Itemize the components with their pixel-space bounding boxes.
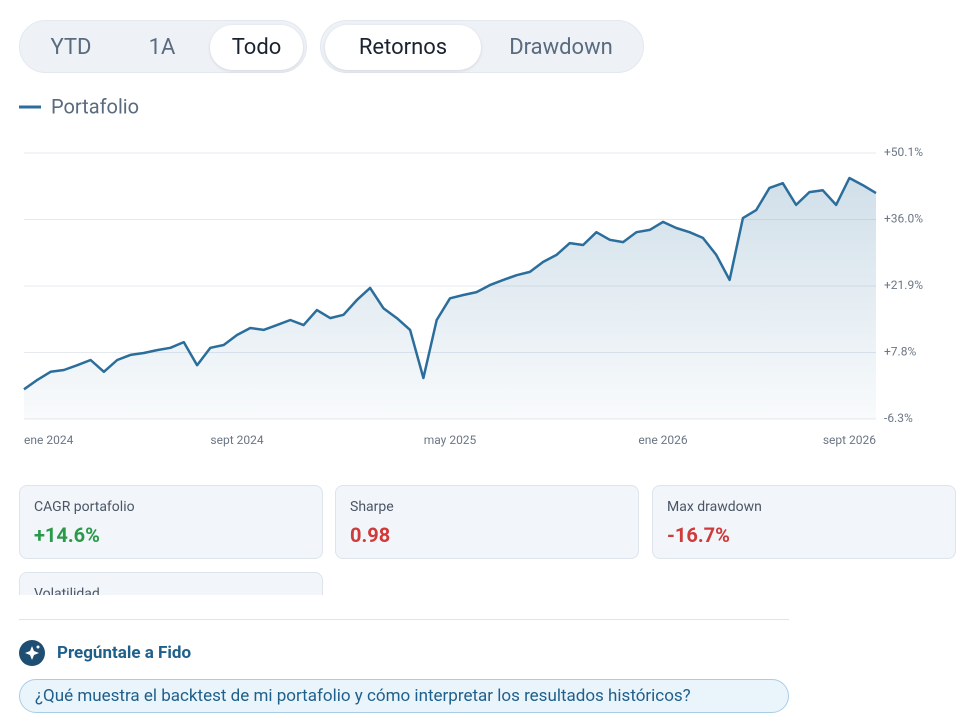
x-tick-label: ene 2026	[638, 433, 688, 447]
stat-value: -16.7%	[667, 523, 730, 547]
stat-label: Volatilidad	[34, 586, 100, 595]
stat-label: CAGR portafolio	[34, 499, 135, 515]
tab[interactable]: Drawdown	[509, 35, 613, 60]
tab[interactable]: YTD	[50, 35, 92, 60]
stat-label: Sharpe	[350, 499, 394, 515]
chart: Portafolio -6.3% +7.8% +21.9% +36.0% +50.1% e…	[19, 94, 923, 447]
scroll-clip: Volatilidad	[0, 565, 972, 595]
stat-card: Max drawdown -16.7%	[652, 485, 956, 559]
view-tabs: Retornos Drawdown	[320, 20, 644, 73]
divider	[19, 619, 789, 620]
fido-icon	[19, 640, 45, 666]
stat-value: 0.98	[350, 523, 391, 547]
range-tabs: YTD 1A Todo	[19, 20, 307, 73]
y-tick-label: +50.1%	[884, 145, 923, 159]
y-tick-label: +36.0%	[884, 212, 923, 226]
tab[interactable]: 1A	[148, 35, 176, 60]
sparkle	[25, 645, 40, 660]
legend-label: Portafolio	[51, 94, 139, 118]
stat-label: Max drawdown	[667, 499, 762, 515]
assistant-title: Pregúntale a Fido	[57, 643, 192, 663]
stat-card: CAGR portafolio +14.6%	[19, 485, 323, 559]
tab-active[interactable]: Retornos	[325, 25, 481, 70]
stat-card: Volatilidad	[19, 572, 323, 595]
x-tick-label: ene 2024	[24, 433, 74, 447]
stat-value: +14.6%	[34, 523, 100, 547]
y-tick-label: +21.9%	[884, 278, 923, 292]
stat-card: Sharpe 0.98	[335, 485, 639, 559]
x-tick-label: sept 2026	[823, 433, 876, 447]
tab-active[interactable]: Todo	[210, 25, 303, 70]
y-tick-label: +7.8%	[884, 345, 916, 359]
x-tick-label: may 2025	[424, 433, 477, 447]
suggested-question[interactable]: ¿Qué muestra el backtest de mi portafoli…	[19, 679, 789, 713]
x-tick-label: sept 2024	[210, 433, 263, 447]
line	[23, 176, 877, 391]
y-tick-label: -6.3%	[884, 411, 913, 425]
